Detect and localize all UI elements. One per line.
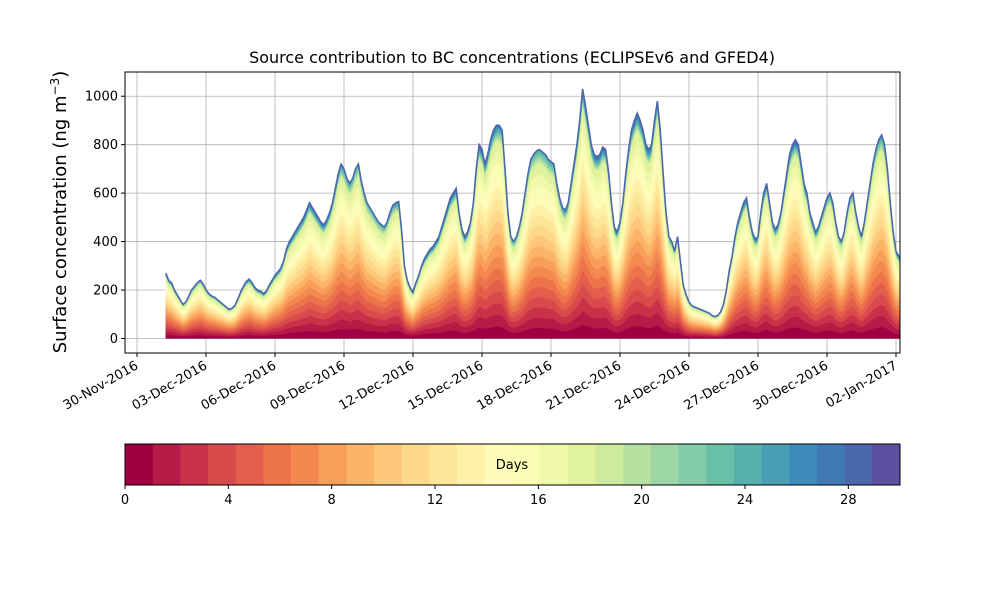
colorbar-ticks: 0 4 8 12 16 20 24 28 <box>121 485 857 508</box>
y-tick-label: 200 <box>93 284 118 299</box>
x-tick-label: 03-Dec-2016 <box>130 358 210 413</box>
colorbar-segment <box>318 444 347 485</box>
y-tick-label: 400 <box>93 235 118 250</box>
y-axis-ticks: 0 200 400 600 800 1000 <box>85 90 125 347</box>
colorbar-tick-label: 12 <box>427 493 444 508</box>
colorbar-tick-label: 24 <box>737 493 754 508</box>
x-tick-label: 21-Dec-2016 <box>544 358 624 413</box>
colorbar-segment <box>678 444 707 485</box>
stacked-area-series <box>165 88 900 339</box>
plot-frame <box>124 71 901 354</box>
colorbar-tick-label: 16 <box>530 493 547 508</box>
colorbar-tick-label: 8 <box>328 493 336 508</box>
colorbar-segment <box>761 444 790 485</box>
colorbar-segment <box>872 444 901 485</box>
colorbar-segment <box>484 444 513 485</box>
colorbar-segment <box>263 444 292 485</box>
colorbar-tick-label: 4 <box>224 493 232 508</box>
colorbar-segment <box>540 444 569 485</box>
y-tick-label: 0 <box>110 332 118 347</box>
colorbar-segment <box>180 444 209 485</box>
x-tick-label: 15-Dec-2016 <box>406 358 486 413</box>
colorbar-segment <box>125 444 154 485</box>
colorbar-segment <box>595 444 624 485</box>
x-tick-label: 24-Dec-2016 <box>613 358 693 413</box>
colorbar-segment <box>789 444 818 485</box>
colorbar-segment <box>429 444 458 485</box>
colorbar-tick-label: 0 <box>121 493 129 508</box>
total-outline <box>165 88 900 318</box>
x-tick-label: 18-Dec-2016 <box>475 358 555 413</box>
colorbar-tick-label: 28 <box>840 493 857 508</box>
colorbar-segment <box>374 444 403 485</box>
colorbar-segment <box>567 444 597 485</box>
x-axis-ticks: 30-Nov-201603-Dec-201606-Dec-201609-Dec-… <box>61 353 900 414</box>
y-axis-label: Surface concentration (ng m−3) <box>48 71 71 354</box>
colorbar-segment <box>208 444 237 485</box>
colorbar-segment <box>623 444 652 485</box>
y-axis-label-close: ) <box>50 71 71 78</box>
colorbar-segment <box>401 444 430 485</box>
colorbar-segment <box>291 444 320 485</box>
x-tick-label: 12-Dec-2016 <box>337 358 417 413</box>
x-tick-label: 27-Dec-2016 <box>682 358 762 413</box>
y-axis-label-superscript: −3 <box>48 78 62 96</box>
colorbar-segment <box>346 444 375 485</box>
y-tick-label: 800 <box>93 138 118 153</box>
colorbar-label: Days <box>496 458 529 473</box>
colorbar-segment <box>733 444 763 485</box>
x-tick-label: 30-Dec-2016 <box>751 358 831 413</box>
x-tick-label: 06-Dec-2016 <box>199 358 279 413</box>
colorbar <box>125 444 901 485</box>
colorbar-segment <box>152 444 181 485</box>
colorbar-segment <box>235 444 264 485</box>
colorbar-segment <box>706 444 735 485</box>
colorbar-segment <box>650 444 680 485</box>
y-axis-label-text: Surface concentration (ng m <box>50 95 71 353</box>
x-tick-label: 30-Nov-2016 <box>61 358 141 413</box>
colorbar-frame <box>124 443 901 486</box>
colorbar-tick-label: 20 <box>633 493 650 508</box>
colorbar-segment <box>816 444 846 485</box>
y-tick-label: 600 <box>93 187 118 202</box>
x-tick-label: 09-Dec-2016 <box>268 358 348 413</box>
colorbar-segment <box>512 444 541 485</box>
colorbar-segment <box>457 444 486 485</box>
x-tick-label: 02-Jan-2017 <box>823 358 900 411</box>
colorbar-segment <box>844 444 873 485</box>
chart-title: Source contribution to BC concentrations… <box>249 48 775 67</box>
area-band-day-0 <box>165 324 900 339</box>
y-tick-label: 1000 <box>85 90 118 105</box>
